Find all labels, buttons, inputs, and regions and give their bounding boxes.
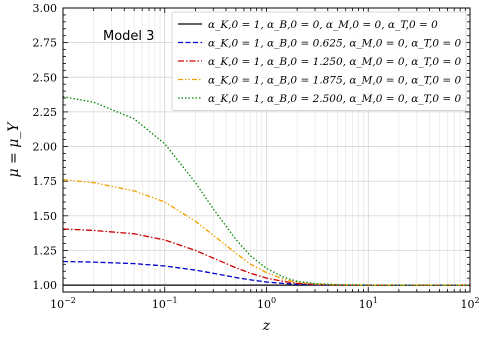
- model-annotation: Model 3: [103, 29, 154, 44]
- x-tick-label-base: 10: [50, 298, 64, 311]
- x-tick-label-base: 10: [460, 298, 474, 311]
- x-tick-label-exponent: 0: [271, 296, 276, 305]
- y-tick-label: 2.00: [33, 141, 58, 154]
- legend-label: α_K,0 = 1, α_B,0 = 1.875, α_M,0 = 0, α_T…: [208, 75, 462, 87]
- series-lines: [62, 96, 470, 286]
- x-tick-label: 101: [359, 296, 378, 311]
- x-tick-label-base: 10: [359, 298, 373, 311]
- y-tick-label: 1.25: [33, 244, 58, 257]
- x-tick-label-base: 10: [152, 298, 166, 311]
- legend-box: [171, 11, 467, 111]
- series-line: [62, 260, 470, 286]
- y-tick-label: 3.00: [33, 2, 58, 15]
- legend-label: α_K,0 = 1, α_B,0 = 1.250, α_M,0 = 0, α_T…: [208, 56, 462, 68]
- legend-label: α_K,0 = 1, α_B,0 = 2.500, α_M,0 = 0, α_T…: [208, 93, 462, 105]
- x-tick-label-exponent: 1: [373, 296, 378, 305]
- y-tick-label: 1.50: [33, 210, 58, 223]
- series-line: [62, 179, 470, 286]
- x-tick-label: 102: [460, 296, 479, 311]
- x-tick-label: 100: [257, 296, 276, 311]
- x-tick-label: 10−1: [152, 296, 178, 311]
- y-tick-label: 2.50: [33, 71, 58, 84]
- x-tick-label-exponent: 2: [474, 296, 479, 305]
- y-tick-label: 2.75: [33, 37, 58, 50]
- x-tick-label-exponent: −2: [64, 296, 76, 305]
- y-tick-label: 1.75: [33, 175, 58, 188]
- y-axis-label: μ = μ_Y: [6, 121, 22, 178]
- x-axis-label: z: [262, 318, 271, 334]
- legend-label: α_K,0 = 1, α_B,0 = 0.625, α_M,0 = 0, α_T…: [208, 38, 462, 50]
- tick-labels: 10−2 10−1 100 101 1021.001.251.501.752.002.2…: [33, 2, 479, 311]
- legend-label: α_K,0 = 1, α_B,0 = 0, α_M,0 = 0, α_T,0 =…: [208, 19, 438, 31]
- x-tick-label-base: 10: [257, 298, 271, 311]
- legend: α_K,0 = 1, α_B,0 = 0, α_M,0 = 0, α_T,0 =…: [171, 11, 467, 111]
- y-tick-label: 1.00: [33, 279, 58, 292]
- x-tick-label: 10−2: [50, 296, 76, 311]
- plot-frame: [62, 7, 471, 293]
- y-tick-label: 2.25: [33, 106, 58, 119]
- x-tick-label-exponent: −1: [166, 296, 178, 305]
- series-line: [62, 96, 470, 286]
